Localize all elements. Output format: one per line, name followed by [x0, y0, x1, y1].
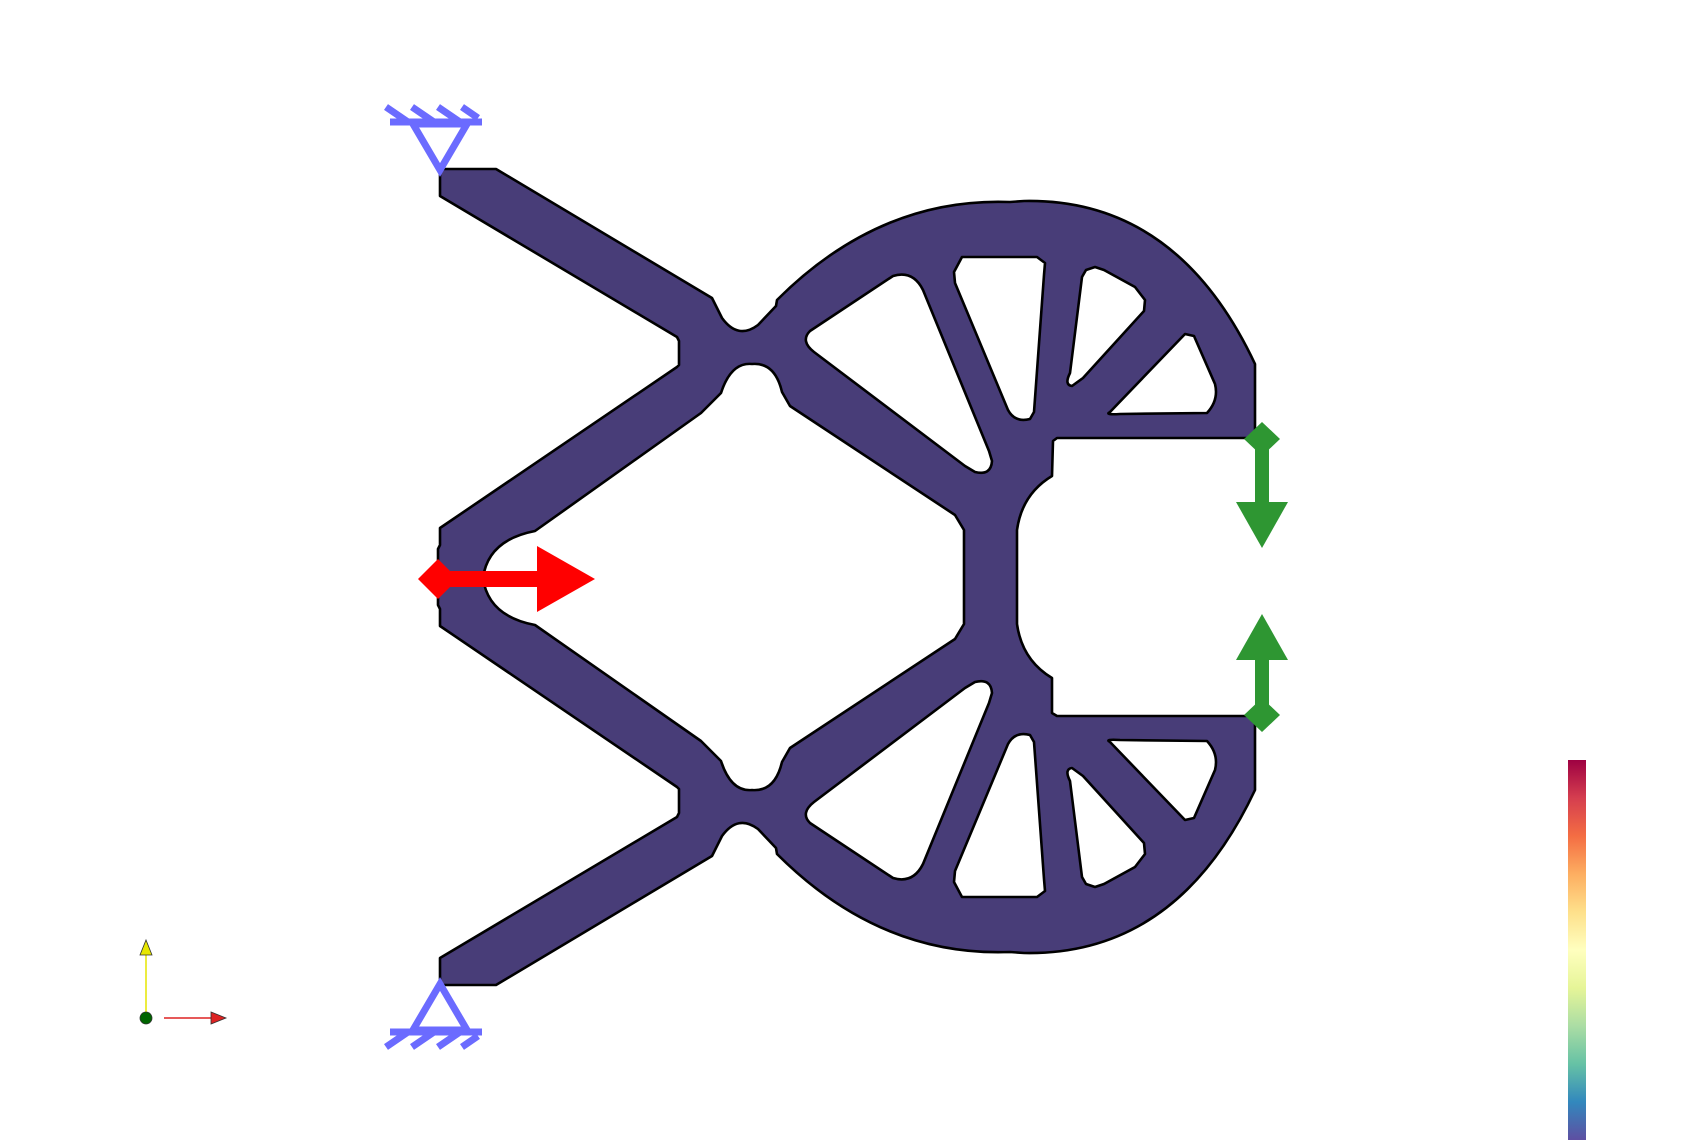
axes-triad-icon — [139, 938, 228, 1025]
colorbar-ticks — [1586, 760, 1590, 1140]
colorbar — [1568, 760, 1586, 1140]
bottom-support-icon — [384, 977, 482, 1050]
top-support-icon — [384, 104, 482, 177]
output-arrow-down-icon — [1236, 422, 1288, 548]
optimized-structure — [436, 167, 1257, 987]
output-arrow-up-icon — [1236, 614, 1288, 732]
input-force-arrow-icon — [418, 546, 595, 612]
